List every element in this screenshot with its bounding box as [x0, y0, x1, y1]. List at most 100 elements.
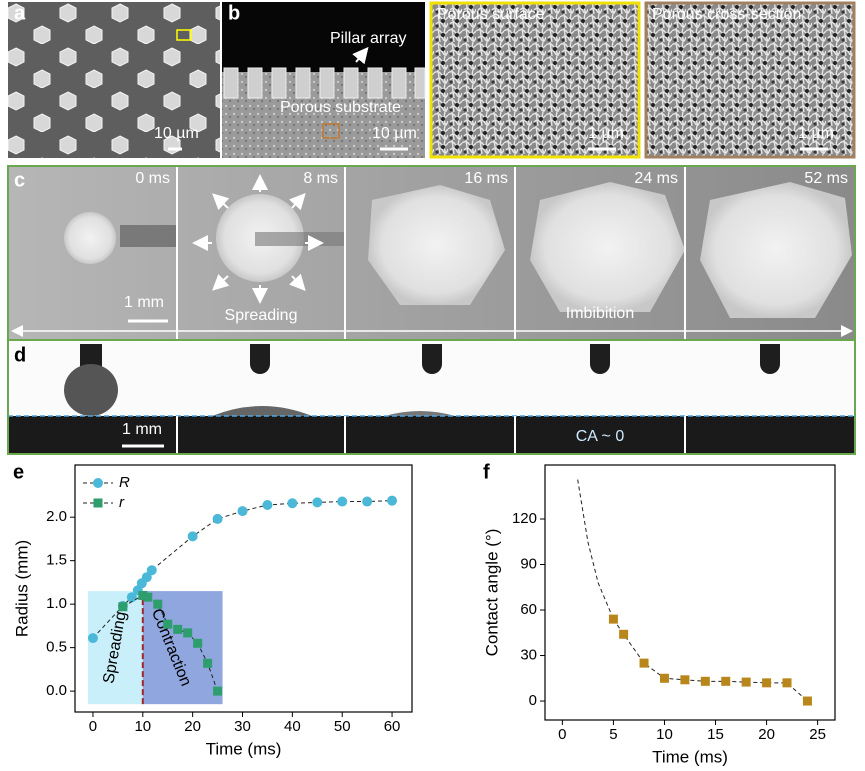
point	[741, 677, 751, 687]
panel-label: c	[14, 169, 25, 191]
x-tick-label: 0	[89, 718, 97, 735]
point	[680, 675, 690, 685]
y-tick-label: 2.0	[46, 508, 67, 525]
panel-title: Porous surface	[437, 6, 545, 23]
legend-marker	[93, 498, 103, 508]
panel-a: a 10 µm	[8, 2, 220, 158]
trend-line	[577, 479, 614, 620]
point	[639, 658, 649, 668]
y-tick-label: 0.0	[46, 682, 67, 699]
point	[141, 572, 152, 583]
point	[237, 506, 248, 517]
annotation: Pillar array	[330, 30, 406, 47]
x-tick-label: 10	[134, 718, 151, 735]
scale-label: 10 µm	[372, 125, 417, 142]
frame-time: 8 ms	[303, 170, 338, 187]
x-tick-label: 5	[609, 726, 617, 743]
y-tick-label: 120	[512, 510, 537, 527]
point	[721, 676, 731, 686]
point	[619, 629, 629, 639]
point	[118, 602, 128, 612]
point	[659, 673, 669, 683]
y-tick-label: 1.5	[46, 552, 67, 569]
chart: 0 5 10 15 20 25 0 30 60 90 120 Time (ms) Contact ang…	[482, 461, 836, 766]
frame-time: 52 ms	[804, 170, 848, 187]
x-tick-label: 50	[334, 718, 351, 735]
legend-marker	[93, 478, 103, 488]
y-axis-label: Radius (mm)	[12, 540, 31, 637]
point	[173, 624, 183, 634]
point	[213, 686, 223, 696]
y-tick-label: 30	[520, 646, 537, 663]
frame-time: 0 ms	[135, 170, 170, 187]
frame-time: 24 ms	[634, 170, 678, 187]
point	[782, 678, 792, 688]
y-tick-label: 0	[529, 692, 537, 709]
panel-label: d	[14, 344, 26, 366]
point	[287, 498, 298, 509]
x-tick-label: 60	[384, 718, 401, 735]
y-axis-label: Contact angle (°)	[482, 529, 501, 657]
scale-label: 1 µm	[798, 125, 834, 142]
point	[183, 628, 193, 638]
point	[762, 678, 772, 688]
point	[700, 676, 710, 686]
point	[126, 592, 137, 603]
point	[337, 496, 348, 507]
panel-c: c 0 ms 8 ms 16 ms 24 ms 52 ms 1 mm Sprea…	[7, 165, 856, 341]
point	[153, 599, 163, 609]
scale-label: 10 µm	[154, 125, 199, 142]
panel-label: f	[483, 461, 490, 483]
legend-label: r	[119, 494, 125, 511]
point	[212, 513, 223, 524]
scale-label: 1 mm	[122, 421, 162, 438]
trend-line	[92, 500, 393, 639]
annotation: Imbibition	[566, 305, 634, 322]
annotation: Porous substrate	[280, 99, 401, 116]
plot-frame	[544, 464, 836, 721]
frame-time: 16 ms	[464, 170, 508, 187]
panel-label: e	[13, 461, 24, 483]
x-tick-label: 30	[234, 718, 251, 735]
x-tick-label: 15	[707, 726, 724, 743]
point	[312, 497, 323, 508]
point	[203, 658, 213, 668]
scale-label: 1 mm	[124, 294, 164, 311]
y-tick-label: 90	[520, 555, 537, 572]
point	[163, 619, 173, 629]
panel-d: d 1 mm CA ~ 0	[7, 339, 856, 455]
point	[608, 614, 618, 624]
point	[193, 638, 203, 648]
annotation: CA ~ 0	[576, 428, 625, 445]
panel-b: b Pillar array Porous substrate 10 µm	[222, 2, 426, 158]
annotation: Spreading	[225, 307, 298, 324]
panel-label: a	[14, 2, 26, 24]
y-tick-label: 60	[520, 601, 537, 618]
point	[146, 565, 157, 576]
x-tick-label: 20	[184, 718, 201, 735]
point	[138, 590, 148, 600]
panel-surface: Porous surface 1 µm	[429, 1, 641, 159]
y-tick-label: 0.5	[46, 639, 67, 656]
scale-label: 1 µm	[588, 125, 624, 142]
panel-cross: Porous cross-section 1 µm	[644, 1, 856, 159]
point	[362, 496, 373, 507]
panel-label: b	[228, 2, 240, 24]
point	[387, 495, 398, 506]
region	[87, 591, 143, 705]
x-tick-label: 10	[656, 726, 673, 743]
y-tick-label: 1.0	[46, 595, 67, 612]
point	[802, 696, 812, 706]
point	[187, 531, 198, 542]
x-axis-label: Time (ms)	[652, 747, 728, 766]
point	[262, 500, 273, 511]
point	[87, 633, 98, 644]
x-tick-label: 40	[284, 718, 301, 735]
point	[143, 592, 153, 602]
x-tick-label: 0	[558, 726, 566, 743]
x-tick-label: 25	[809, 726, 826, 743]
plot-frame	[74, 464, 413, 713]
